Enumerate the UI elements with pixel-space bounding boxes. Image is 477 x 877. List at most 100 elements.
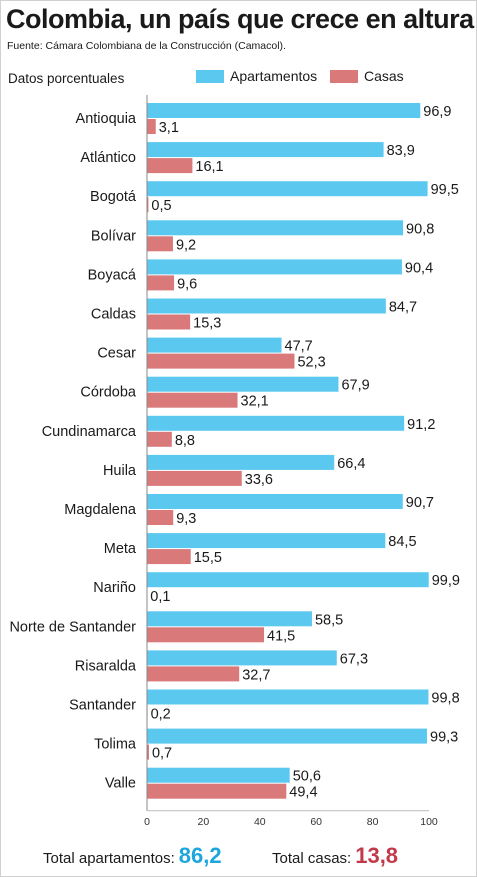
bar-apartamentos [147,376,339,392]
data-label-casas: 32,7 [242,667,270,683]
bar-apartamentos [147,494,403,509]
bar-apartamentos [147,454,335,470]
bar-casas [147,510,174,525]
x-tick-label: 100 [420,816,438,828]
data-label-casas: 32,1 [241,394,269,410]
bar-casas [147,197,149,213]
bar-apartamentos [147,220,404,236]
data-label-apartamentos: 99,3 [430,730,458,746]
data-label-apartamentos: 84,7 [389,300,417,316]
data-label-apartamentos: 83,9 [387,143,415,159]
data-label-apartamentos: 96,9 [423,104,451,120]
data-label-casas: 9,6 [177,276,197,292]
category-label: Valle [105,776,136,792]
bar-casas [147,119,156,134]
data-label-casas: 0,7 [152,746,172,762]
bar-apartamentos [147,181,428,197]
data-label-casas: 33,6 [245,472,273,488]
bar-casas [147,470,242,486]
total-casas-value: 13,8 [355,843,399,868]
bar-casas [147,549,191,565]
data-label-apartamentos: 99,9 [432,573,460,589]
bar-casas [147,431,172,447]
bar-casas [147,666,240,682]
data-label-casas: 15,5 [194,550,222,566]
data-label-casas: 52,3 [297,355,325,371]
legend-label-casas: Casas [364,68,404,84]
data-label-apartamentos: 66,4 [337,456,365,472]
bar-apartamentos [147,572,429,588]
bar-apartamentos [147,728,428,744]
x-tick-label: 20 [198,816,210,828]
category-label: Boyacá [88,267,137,283]
data-label-casas: 0,5 [151,198,171,214]
data-label-casas: 0,2 [151,707,171,723]
category-label: Magdalena [64,502,137,518]
bar-casas [147,236,173,252]
bar-casas [147,275,175,291]
data-label-apartamentos: 58,5 [315,612,343,628]
data-label-casas: 8,8 [175,433,195,449]
data-label-apartamentos: 90,8 [406,221,434,237]
category-label: Caldas [91,307,136,323]
data-label-apartamentos: 91,2 [407,417,435,433]
total-apartamentos-label: Total apartamentos: [43,850,175,867]
bar-apartamentos [147,337,282,353]
data-label-apartamentos: 50,6 [293,769,321,785]
chart-title: Colombia, un país que crece en altura [6,4,474,34]
category-label: Meta [104,541,137,557]
bar-apartamentos [147,611,312,627]
x-tick-label: 60 [310,816,322,828]
bar-apartamentos [147,650,337,666]
bar-casas [147,158,193,174]
category-label: Norte de Santander [9,619,136,635]
chart-subtitle: Datos porcentuales [8,71,125,86]
bar-apartamentos [147,103,421,118]
category-label: Bogotá [90,189,137,205]
bar-apartamentos [147,767,290,783]
bar-casas [147,627,265,643]
legend-swatch-casas [330,69,358,83]
total-apartamentos: Total apartamentos: 86,2 [43,843,222,869]
bar-casas [147,744,149,760]
category-label: Risaralda [75,658,137,674]
data-label-casas: 15,3 [193,316,221,332]
data-label-apartamentos: 90,7 [406,495,434,511]
data-label-apartamentos: 84,5 [388,534,416,550]
legend-casas: Casas [330,68,404,84]
total-casas-label: Total casas: [272,850,352,867]
bar-apartamentos [147,415,405,431]
x-tick-label: 0 [144,816,150,828]
data-label-casas: 41,5 [267,628,295,644]
total-casas: Total casas: 13,8 [272,843,398,869]
data-label-casas: 0,1 [150,589,170,605]
category-label: Huila [103,463,137,479]
x-tick-label: 40 [254,816,266,828]
legend-label-apartamentos: Apartamentos [230,68,318,84]
category-label: Santander [69,698,136,714]
category-label: Córdoba [80,385,137,401]
category-label: Tolima [94,737,137,753]
bar-apartamentos [147,533,386,549]
bar-apartamentos [147,689,429,705]
data-label-apartamentos: 67,3 [340,651,368,667]
chart-source: Fuente: Cámara Colombiana de la Construc… [7,40,286,52]
legend-swatch-apartamentos [196,69,224,83]
bar-apartamentos [147,142,384,158]
data-label-apartamentos: 47,7 [285,339,313,355]
data-label-apartamentos: 99,8 [431,691,459,707]
data-label-apartamentos: 90,4 [405,260,433,276]
category-label: Cundinamarca [42,424,137,440]
bar-casas [147,314,191,330]
data-label-casas: 3,1 [159,120,179,136]
x-tick-label: 80 [367,816,379,828]
data-label-apartamentos: 67,9 [341,378,369,394]
bar-chart: Antioquia 96,9 3,1 Atlántico 83,9 16,1 Bogotá 9… [9,95,460,828]
category-label: Atlántico [80,150,136,166]
bar-casas [147,783,287,799]
data-label-casas: 9,2 [176,237,196,253]
category-label: Antioquia [76,111,137,127]
category-label: Cesar [97,346,136,362]
category-label: Nariño [93,580,136,596]
bar-casas [147,392,238,408]
